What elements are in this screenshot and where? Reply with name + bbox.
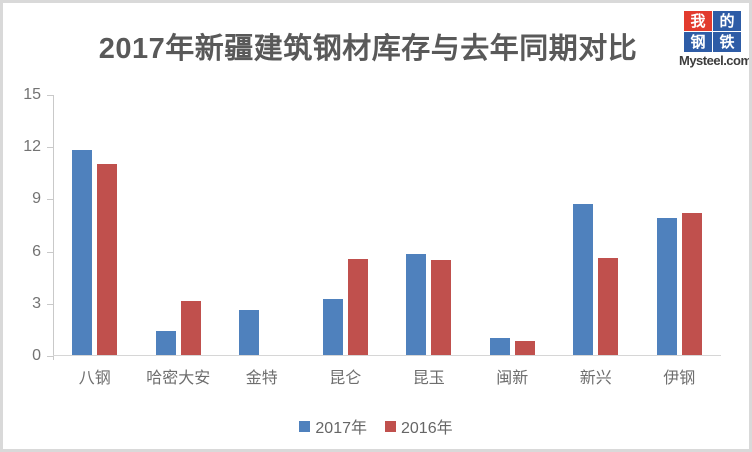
plot-area: [53, 95, 721, 356]
mysteel-logo-cell: 我: [684, 11, 712, 31]
y-tick-mark: [47, 147, 53, 148]
legend-label: 2016年: [401, 420, 453, 437]
legend-label: 2017年: [315, 420, 367, 437]
y-tick-mark: [47, 95, 53, 96]
y-tick-mark: [47, 304, 53, 305]
y-tick-label: 9: [32, 190, 41, 207]
bar-group: [220, 95, 304, 355]
y-tick-label: 0: [32, 347, 41, 364]
y-tick-mark: [47, 356, 53, 357]
bar-2017年-新兴: [573, 204, 594, 355]
y-axis-line: [53, 95, 54, 360]
y-tick-mark: [47, 199, 53, 200]
bar-2017年-哈密大安: [155, 331, 176, 355]
legend-item: 2016年: [385, 414, 453, 438]
bar-group: [53, 95, 137, 355]
legend-item: 2017年: [299, 414, 367, 438]
mysteel-logo-cell: 的: [713, 11, 741, 31]
bar-2017年-昆玉: [406, 254, 427, 355]
bar-group: [304, 95, 388, 355]
x-category-label: 哈密大安: [146, 370, 211, 387]
x-category-label: 伊钢: [663, 370, 696, 387]
bar-2016年-伊钢: [681, 213, 702, 355]
bar-2016年-哈密大安: [180, 301, 201, 355]
bar-2017年-昆仑: [322, 299, 343, 355]
mysteel-logo-cell: 钢: [684, 32, 712, 52]
bar-group: [554, 95, 638, 355]
bar-group: [387, 95, 471, 355]
x-category-label: 八钢: [78, 370, 111, 387]
x-category-label: 昆玉: [412, 370, 445, 387]
bar-2017年-八钢: [72, 150, 93, 355]
bar-2017年-伊钢: [656, 218, 677, 355]
y-tick-label: 15: [23, 86, 41, 103]
mysteel-logo: 我的钢铁 Mysteel.com: [679, 11, 752, 68]
bar-group: [638, 95, 722, 355]
bar-2017年-闽新: [489, 338, 510, 355]
mysteel-logo-grid: 我的钢铁: [679, 11, 741, 52]
y-tick-label: 3: [32, 295, 41, 312]
chart-title: 2017年新疆建筑钢材库存与去年同期对比: [98, 33, 638, 65]
x-category-label: 闽新: [496, 370, 529, 387]
bar-group: [471, 95, 555, 355]
bar-2016年-昆仑: [347, 259, 368, 355]
legend: 2017年 2016年: [3, 414, 749, 438]
y-tick-mark: [47, 252, 53, 253]
bar-group: [137, 95, 221, 355]
mysteel-logo-domain: Mysteel.com: [679, 53, 752, 68]
y-tick-label: 12: [23, 138, 41, 155]
bar-2016年-昆玉: [431, 260, 452, 355]
bar-2016年-闽新: [514, 341, 535, 355]
mysteel-logo-cell: 铁: [713, 32, 741, 52]
bar-2016年-新兴: [598, 258, 619, 355]
x-category-label: 新兴: [579, 370, 612, 387]
legend-swatch: [385, 420, 396, 432]
x-category-label: 金特: [245, 370, 278, 387]
legend-swatch: [299, 420, 311, 432]
bar-2016年-八钢: [97, 164, 118, 355]
x-category-label: 昆仑: [329, 370, 362, 387]
y-tick-label: 6: [32, 243, 41, 260]
bar-2017年-金特: [239, 310, 260, 355]
